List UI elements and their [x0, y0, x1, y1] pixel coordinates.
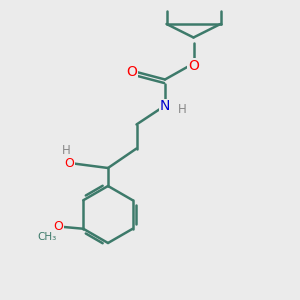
Text: N: N	[160, 100, 170, 113]
Text: H: H	[178, 103, 187, 116]
Text: CH₃: CH₃	[37, 232, 56, 242]
Text: O: O	[127, 65, 137, 79]
Text: O: O	[64, 157, 74, 170]
Text: O: O	[188, 59, 199, 73]
Text: H: H	[61, 143, 70, 157]
Text: O: O	[54, 220, 63, 233]
